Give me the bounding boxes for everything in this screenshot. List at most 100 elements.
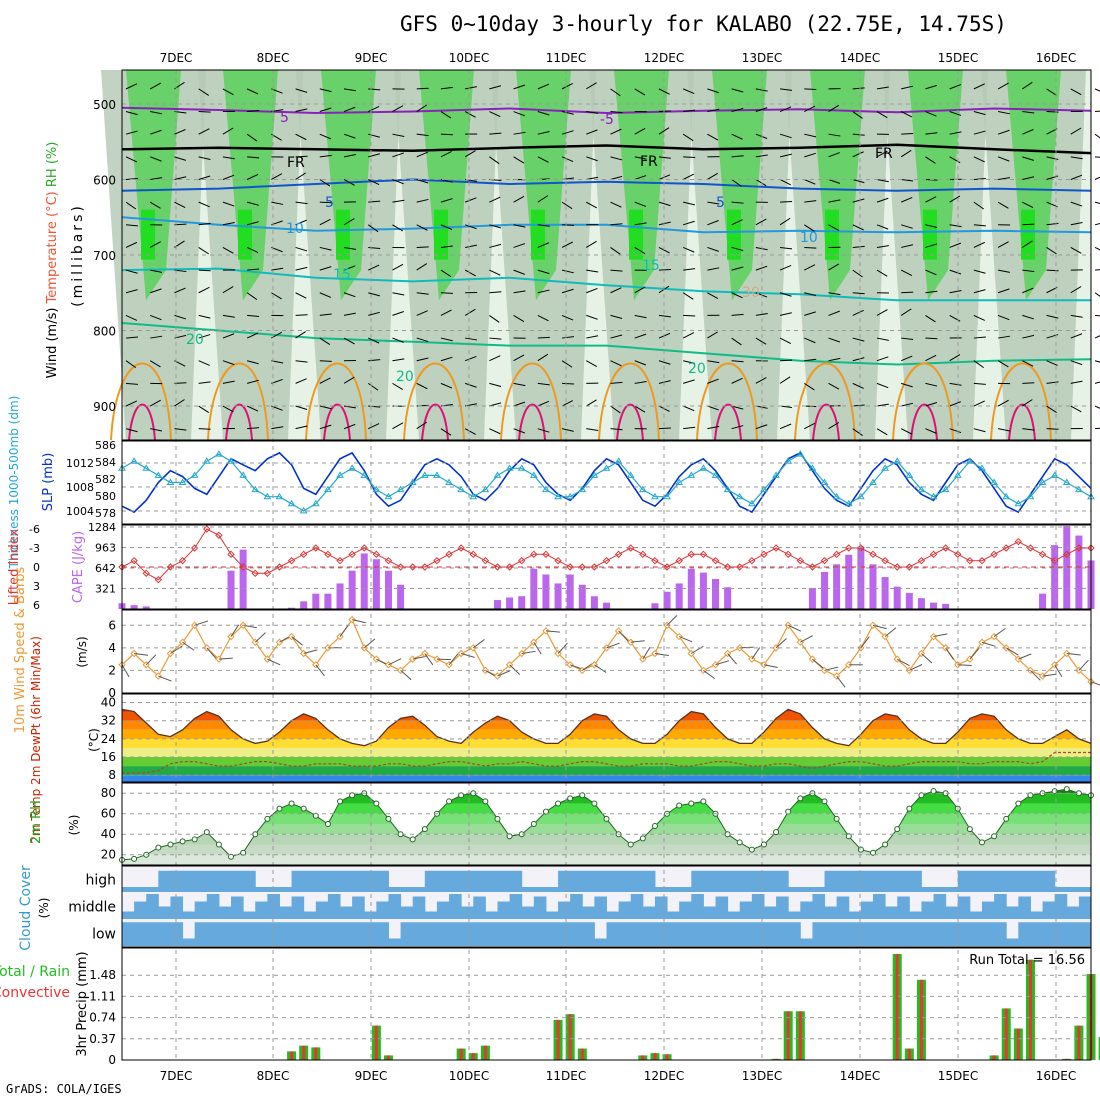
cloud-cell	[231, 922, 244, 946]
thickness-point	[651, 492, 659, 500]
wind-barb	[731, 313, 744, 316]
wind-barb	[707, 425, 720, 430]
wind-barb	[852, 309, 864, 316]
cape-bar	[300, 601, 308, 609]
cloud-cell	[485, 911, 498, 919]
cloud-cell	[521, 922, 535, 946]
precip-total-label: Total / Rain	[0, 964, 70, 980]
wind-barb-10m	[254, 632, 266, 643]
wind-barb	[852, 224, 864, 231]
wind-barb	[489, 314, 500, 323]
wind-barb	[440, 269, 452, 278]
cloud-cell	[909, 870, 922, 892]
cloud-cell	[618, 922, 632, 946]
cloud-cell	[533, 922, 547, 946]
thickness-point	[602, 464, 611, 471]
cloud-cell	[146, 894, 159, 919]
wind-barb	[780, 88, 793, 91]
day-label-bottom: 14DEC	[840, 1069, 880, 1083]
wind-barb	[319, 133, 332, 140]
wind-barb	[489, 428, 501, 435]
cloud-cell	[836, 896, 850, 919]
wind-barb	[949, 401, 962, 407]
wind-barb	[901, 355, 913, 362]
wind-barb	[997, 360, 1009, 368]
wind-barb	[707, 220, 719, 226]
thickness-point	[990, 478, 998, 485]
wind-barb	[731, 405, 744, 410]
precip-conv-bar	[1077, 1025, 1081, 1060]
wind-barb	[828, 263, 840, 271]
wind-barb-10m	[267, 658, 281, 666]
wind-barb	[416, 337, 429, 343]
wind-barb	[465, 86, 478, 90]
lifted-index-point	[142, 569, 150, 578]
wind-barb	[1046, 405, 1057, 413]
cloud-cell	[352, 870, 365, 892]
rh-point	[530, 820, 537, 827]
temp-band	[122, 729, 1091, 739]
wind-speed-point	[154, 672, 163, 680]
wind-barb	[900, 111, 913, 118]
rh-band-saturated	[238, 209, 252, 260]
contour-label: 5	[325, 195, 334, 211]
wind-barb	[246, 360, 259, 365]
wind-barb	[489, 355, 501, 362]
cloud-cell	[243, 870, 256, 892]
cape-bar	[942, 603, 950, 609]
wind-barb	[828, 104, 840, 112]
precip-conv-bar	[919, 979, 923, 1060]
thickness-tick-label: 580	[95, 490, 116, 503]
lifted-index-point	[505, 563, 514, 571]
wind-barb	[997, 201, 1009, 209]
cloud-cell	[1054, 887, 1068, 892]
isotherm-line	[121, 216, 1092, 234]
wind-barb	[852, 87, 865, 90]
lifted-index-point	[154, 575, 163, 584]
wind-barb	[707, 267, 720, 271]
cloud-cell	[776, 922, 789, 946]
wind-barb	[804, 224, 815, 232]
wind-barb	[1070, 222, 1083, 226]
temp-band	[122, 709, 1091, 712]
lifted-index-point	[736, 563, 744, 571]
wind-barb-10m	[291, 636, 303, 646]
temp-band	[122, 757, 1091, 767]
wind-barb	[416, 292, 429, 295]
thickness-point	[481, 485, 490, 493]
cloud-cell	[461, 906, 474, 919]
wind-barb	[586, 129, 598, 135]
rh-band-saturated	[336, 209, 350, 260]
wind-barb	[755, 292, 768, 298]
rh-fill	[122, 789, 1091, 865]
wind-barb	[925, 243, 938, 248]
wind-barb	[537, 269, 550, 275]
wind-barb	[295, 292, 307, 299]
cape-bar	[857, 546, 865, 609]
wind-barb	[755, 179, 767, 187]
wind-barb	[440, 356, 453, 362]
wind-barb-10m	[448, 653, 459, 666]
wind-barb-10m	[461, 653, 475, 658]
lifted-index-point	[748, 556, 756, 565]
rh-tick-label: 40	[101, 827, 116, 841]
wind-barb	[392, 292, 405, 296]
precip-conv-bar	[471, 1053, 475, 1060]
wind-barb	[537, 400, 550, 407]
cloud-cell	[945, 922, 959, 946]
thickness-tick-label: 582	[95, 473, 116, 486]
wind-barb	[125, 201, 137, 210]
wind-barb	[416, 179, 429, 184]
wind-speed-point	[929, 632, 938, 641]
precip-conv-label: Convective	[0, 985, 70, 1001]
day-label-bottom: 9DEC	[355, 1069, 388, 1083]
contour-label: 10	[286, 221, 304, 237]
contour-label: FR	[640, 154, 658, 170]
wind-barb	[125, 111, 138, 116]
wind-barb	[198, 247, 210, 255]
wind-barb	[925, 224, 938, 228]
cloud-cell	[558, 922, 571, 946]
wind-barb	[367, 382, 379, 391]
wind-barb	[174, 156, 187, 161]
cloud-cell	[376, 901, 389, 919]
